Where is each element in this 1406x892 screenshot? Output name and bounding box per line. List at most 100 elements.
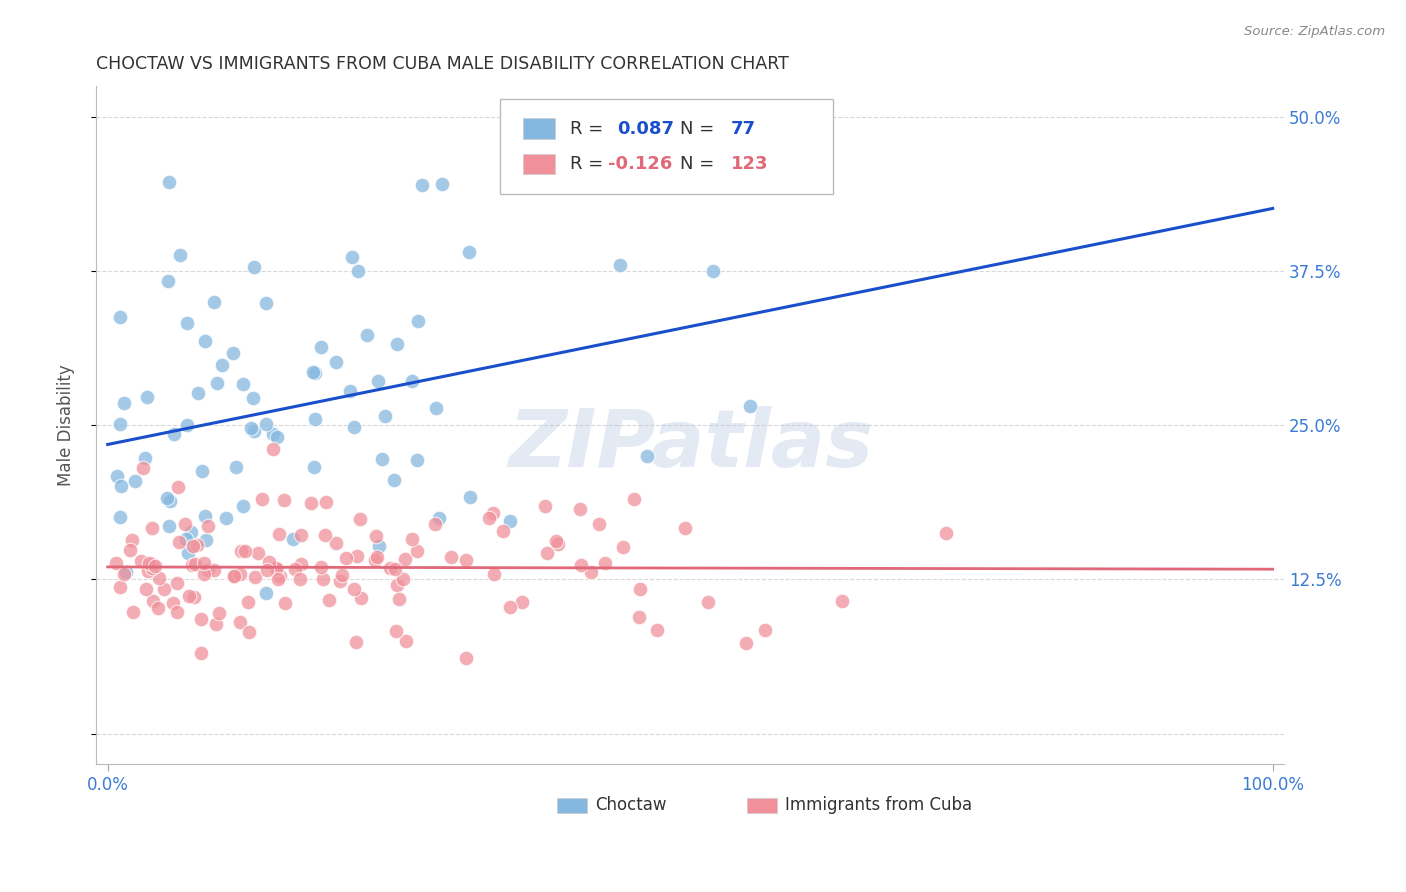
- Point: [318, 593, 340, 607]
- Point: [162, 596, 184, 610]
- Point: [457, 245, 479, 260]
- Point: [166, 575, 188, 590]
- Point: [423, 516, 446, 531]
- Point: [232, 499, 254, 513]
- Point: [702, 264, 724, 278]
- Point: [439, 550, 461, 565]
- Point: [108, 509, 131, 524]
- Point: [131, 554, 153, 568]
- Point: [264, 561, 287, 575]
- Point: [454, 650, 477, 665]
- Point: [697, 595, 720, 609]
- Text: Immigrants from Cuba: Immigrants from Cuba: [785, 796, 973, 814]
- Point: [131, 461, 153, 475]
- Point: [367, 539, 389, 553]
- Point: [478, 511, 501, 525]
- Point: [250, 491, 273, 506]
- Point: [207, 376, 229, 391]
- Point: [612, 541, 634, 555]
- Point: [482, 566, 505, 581]
- Point: [302, 460, 325, 475]
- Point: [304, 411, 326, 425]
- Point: [384, 562, 406, 576]
- Point: [430, 178, 453, 192]
- Point: [281, 532, 304, 546]
- Point: [153, 582, 176, 596]
- Text: ZIPatlas: ZIPatlas: [508, 407, 873, 484]
- Point: [312, 572, 335, 586]
- Point: [186, 538, 208, 552]
- Point: [367, 374, 389, 388]
- Point: [382, 473, 405, 487]
- Point: [315, 495, 337, 509]
- Point: [330, 567, 353, 582]
- Point: [482, 506, 505, 520]
- Point: [174, 517, 197, 532]
- Y-axis label: Male Disability: Male Disability: [58, 364, 75, 486]
- Point: [167, 534, 190, 549]
- Point: [190, 612, 212, 626]
- Point: [595, 557, 617, 571]
- FancyBboxPatch shape: [747, 798, 778, 814]
- Point: [385, 578, 408, 592]
- Point: [224, 568, 246, 582]
- Point: [228, 566, 250, 581]
- Point: [269, 569, 291, 583]
- Point: [257, 555, 280, 569]
- Point: [314, 528, 336, 542]
- Point: [299, 496, 322, 510]
- Point: [630, 582, 652, 596]
- Point: [349, 512, 371, 526]
- Point: [256, 563, 278, 577]
- Point: [329, 574, 352, 589]
- Point: [538, 165, 561, 179]
- Point: [191, 464, 214, 478]
- Point: [427, 510, 450, 524]
- Point: [169, 248, 191, 262]
- Point: [374, 409, 396, 423]
- Point: [411, 178, 433, 192]
- Point: [159, 494, 181, 508]
- Point: [645, 623, 668, 637]
- Point: [304, 366, 326, 380]
- Point: [406, 313, 429, 327]
- Text: R =: R =: [569, 120, 609, 137]
- Point: [510, 595, 533, 609]
- Point: [735, 636, 758, 650]
- Point: [588, 517, 610, 532]
- Point: [344, 635, 367, 649]
- Point: [262, 442, 284, 456]
- Point: [115, 565, 138, 579]
- Point: [134, 451, 156, 466]
- Point: [388, 591, 411, 606]
- Point: [627, 610, 650, 624]
- Point: [205, 617, 228, 632]
- Point: [394, 552, 416, 566]
- Point: [190, 646, 212, 660]
- Point: [229, 544, 252, 558]
- Point: [107, 468, 129, 483]
- Point: [406, 453, 429, 467]
- Point: [202, 295, 225, 310]
- Point: [145, 558, 167, 573]
- Point: [335, 551, 357, 566]
- Point: [395, 633, 418, 648]
- Point: [534, 500, 557, 514]
- Point: [222, 569, 245, 583]
- Text: Source: ZipAtlas.com: Source: ZipAtlas.com: [1244, 25, 1385, 38]
- Point: [242, 260, 264, 275]
- Point: [288, 572, 311, 586]
- Point: [302, 365, 325, 379]
- Point: [342, 420, 364, 434]
- Point: [114, 395, 136, 409]
- Point: [136, 564, 159, 578]
- Point: [211, 358, 233, 372]
- Point: [284, 562, 307, 576]
- Point: [229, 615, 252, 629]
- Point: [269, 526, 291, 541]
- Point: [401, 374, 423, 388]
- Point: [243, 424, 266, 438]
- Point: [738, 400, 761, 414]
- Point: [197, 564, 219, 578]
- Point: [156, 274, 179, 288]
